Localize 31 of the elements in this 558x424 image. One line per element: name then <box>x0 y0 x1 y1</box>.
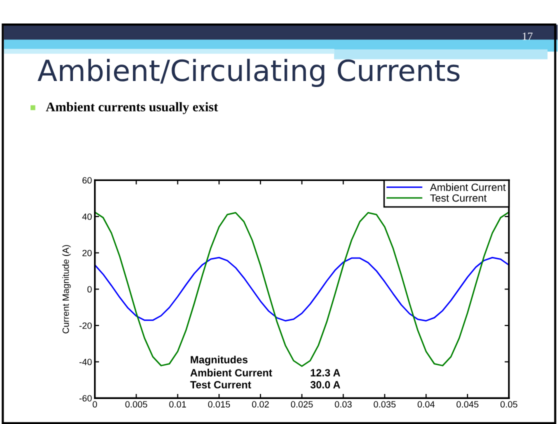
annotation: Magnitudes <box>190 356 248 366</box>
x-tick-label: 0.025 <box>290 401 313 408</box>
annotation: 30.0 A <box>310 381 340 388</box>
legend-label: Test Current <box>430 194 487 202</box>
y-tick-label: 20 <box>82 250 92 256</box>
x-tick-label: 0.005 <box>125 401 148 408</box>
annotation: 12.3 A <box>310 369 340 376</box>
annotation: Test Current <box>190 381 252 388</box>
x-tick-label: 0.035 <box>374 401 396 408</box>
line-series <box>94 256 509 322</box>
x-tick-label: 0.015 <box>208 401 230 408</box>
y-axis-title: Current Magnitude (A) <box>62 245 71 334</box>
y-tick-label: -40 <box>79 358 92 366</box>
x-tick-label: 0.04 <box>418 401 435 408</box>
line-series <box>94 211 509 367</box>
x-tick-label: 0 <box>92 401 98 408</box>
x-tick-label: 0.01 <box>169 401 186 408</box>
y-tick-label: 40 <box>82 213 92 220</box>
y-tick-label: 0 <box>87 286 92 293</box>
text: 17 <box>522 32 533 40</box>
y-tick-label: 60 <box>82 177 92 184</box>
y-tick-label: -60 <box>79 395 92 402</box>
legend-label: Ambient Current <box>430 183 506 191</box>
chart-title: Ambient/Circulating Currents <box>38 58 460 88</box>
chart-subtitle: Ambient currents usually exist <box>46 102 218 114</box>
annotation: Ambient Current <box>190 368 272 376</box>
y-tick-label: -20 <box>79 322 92 329</box>
x-tick-label: 0.045 <box>456 401 478 408</box>
x-tick-label: 0.03 <box>334 401 352 408</box>
x-tick-label: 0.05 <box>500 401 518 408</box>
x-tick-label: 0.02 <box>252 401 269 408</box>
